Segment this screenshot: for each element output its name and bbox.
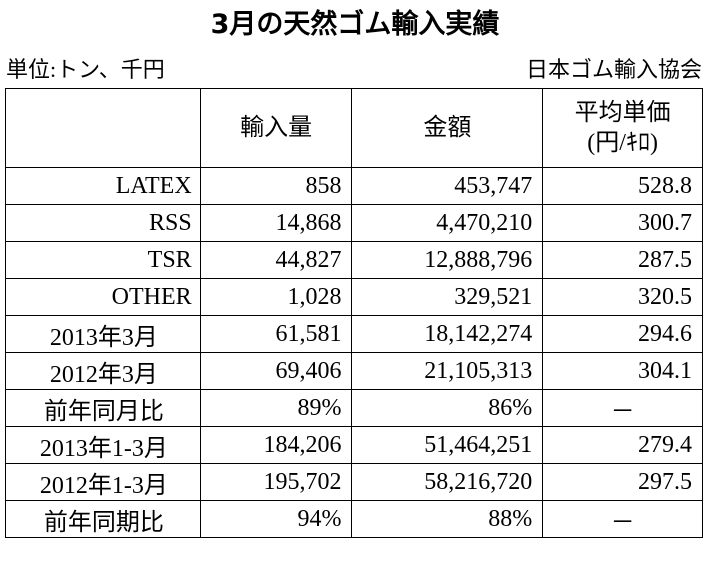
table-cell: 195,702 (199, 463, 353, 501)
row-label: 前年同期比 (5, 500, 201, 538)
table-cell: 61,581 (199, 315, 353, 353)
row-label: 2013年1-3月 (5, 426, 201, 464)
row-label: TSR (5, 241, 201, 279)
header-row: 輸入量 金額 平均単価 (円/ｷﾛ) (5, 88, 703, 168)
row-label: OTHER (5, 278, 201, 316)
table-cell: 14,868 (199, 204, 353, 242)
table-cell: 44,827 (199, 241, 353, 279)
table-cell: 294.6 (542, 315, 703, 353)
table-cell: 12,888,796 (351, 241, 544, 279)
table-row: OTHER 1,028 329,521 320.5 (5, 278, 703, 316)
row-label: 2012年3月 (5, 352, 201, 390)
column-header: 金額 (351, 88, 544, 168)
table-cell: 279.4 (542, 426, 703, 464)
table-row: LATEX 858 453,747 528.8 (5, 167, 703, 205)
table-body: LATEX 858 453,747 528.8 RSS 14,868 4,470,210 30… (5, 167, 703, 538)
source: 日本ゴム輸入協会 (525, 57, 702, 82)
row-label: LATEX (5, 167, 201, 205)
table-cell: 94% (199, 500, 353, 538)
table-cell: 4,470,210 (351, 204, 544, 242)
table-cell: 21,105,313 (351, 352, 544, 390)
table-row: 2013年1-3月 184,206 51,464,251 279.4 (5, 426, 703, 464)
table-cell: 300.7 (542, 204, 703, 242)
table-cell: 88% (351, 500, 544, 538)
table-cell: 18,142,274 (351, 315, 544, 353)
table-cell: 51,464,251 (351, 426, 544, 464)
import-table: 輸入量 金額 平均単価 (円/ｷﾛ) LATEX 858 453,747 528.8 RSS 1… (5, 88, 703, 538)
table-cell: － (542, 500, 703, 538)
table-row: 2013年3月 61,581 18,142,274 294.6 (5, 315, 703, 353)
table-row: RSS 14,868 4,470,210 300.7 (5, 204, 703, 242)
row-label: 2012年1-3月 (5, 463, 201, 501)
table-cell: 528.8 (542, 167, 703, 205)
table-row: 2012年3月 69,406 21,105,313 304.1 (5, 352, 703, 390)
table-row: 前年同月比 89% 86% － (5, 389, 703, 427)
table-cell: 320.5 (542, 278, 703, 316)
table-cell: 89% (199, 389, 353, 427)
table-row: 前年同期比 94% 88% － (5, 500, 703, 538)
table-cell: 86% (351, 389, 544, 427)
row-label: RSS (5, 204, 201, 242)
table-cell: 184,206 (199, 426, 353, 464)
table-cell: 453,747 (351, 167, 544, 205)
table-cell: 69,406 (199, 352, 353, 390)
column-header: 平均単価 (円/ｷﾛ) (542, 88, 703, 168)
table-cell: 1,028 (199, 278, 353, 316)
row-label: 前年同月比 (5, 389, 201, 427)
unit-note: 単位:トン、千円 (6, 57, 165, 82)
table-cell: 329,521 (351, 278, 544, 316)
title: 3月の天然ゴム輸入実績 (210, 9, 500, 40)
table-cell: － (542, 389, 703, 427)
table-cell: 858 (199, 167, 353, 205)
table-cell: 287.5 (542, 241, 703, 279)
table-cell: 304.1 (542, 352, 703, 390)
table-head: 輸入量 金額 平均単価 (円/ｷﾛ) (5, 88, 703, 168)
column-header-line: (円/ｷﾛ) (587, 130, 658, 156)
column-header: 輸入量 (199, 88, 353, 168)
table-row: TSR 44,827 12,888,796 287.5 (5, 241, 703, 279)
column-header (5, 88, 201, 168)
column-header-line: 平均単価 (574, 100, 671, 126)
table-cell: 58,216,720 (351, 463, 544, 501)
table-cell: 297.5 (542, 463, 703, 501)
row-label: 2013年3月 (5, 315, 201, 353)
table-row: 2012年1-3月 195,702 58,216,720 297.5 (5, 463, 703, 501)
